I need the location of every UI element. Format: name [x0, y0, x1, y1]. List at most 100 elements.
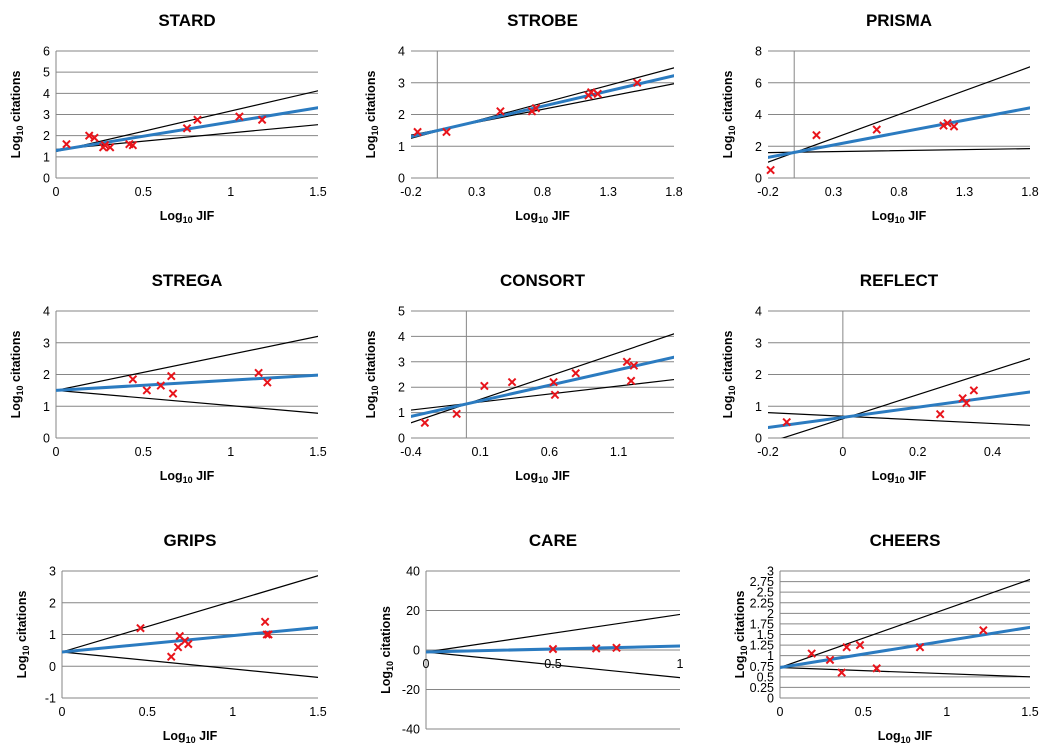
chart-title: GRIPS: [164, 531, 217, 550]
data-point: [128, 140, 138, 150]
x-axis-label: Log10 JIF: [160, 469, 215, 485]
data-point-stroke: [263, 378, 272, 387]
data-point-stroke: [812, 130, 821, 140]
x-tick-label: 0.5: [135, 445, 152, 459]
x-tick-label: 1.5: [309, 185, 326, 199]
data-point-stroke: [452, 409, 461, 419]
data-point: [420, 418, 430, 428]
y-tick-label: 0: [43, 172, 50, 186]
data-point-stroke: [626, 376, 636, 386]
data-point-stroke: [125, 139, 134, 149]
data-point-stroke: [128, 374, 138, 384]
x-tick-label: 0.5: [855, 705, 872, 719]
y-tick-label: 6: [755, 76, 762, 90]
x-tick-label: -0.4: [400, 445, 422, 459]
data-point-stroke: [235, 112, 244, 121]
x-tick-label: 0: [53, 185, 60, 199]
y-tick-label: 1: [398, 406, 405, 420]
y-tick-label: 2: [398, 381, 405, 395]
data-point-stroke: [168, 389, 178, 398]
data-point-stroke: [549, 377, 558, 387]
y-tick-label: 5: [398, 305, 405, 319]
y-tick-label: 2: [755, 140, 762, 154]
y-tick-label: -40: [402, 723, 420, 737]
data-point: [507, 377, 517, 387]
data-point-stroke: [166, 371, 176, 381]
x-axis-label: Log10 JIF: [878, 729, 933, 745]
data-point: [842, 642, 851, 652]
ci-lower-line: [780, 666, 1030, 678]
x-tick-label: 1.5: [1021, 705, 1038, 719]
y-tick-label: 4: [755, 108, 762, 122]
data-point: [264, 630, 273, 639]
data-point-stroke: [173, 642, 183, 652]
data-point-stroke: [629, 361, 639, 370]
fit-line: [411, 355, 674, 418]
data-point: [825, 655, 835, 665]
data-point: [235, 112, 244, 121]
data-point: [263, 378, 272, 387]
data-point: [105, 143, 115, 152]
fit-line: [56, 373, 318, 392]
data-point-stroke: [855, 640, 865, 650]
x-axis-label: Log10 JIF: [163, 729, 218, 745]
x-tick-label: 1.3: [600, 185, 617, 199]
chart-title: STARD: [158, 11, 215, 30]
x-tick-label: -0.2: [400, 185, 422, 199]
x-tick-label: 0.3: [825, 185, 842, 199]
y-tick-label: 2: [49, 596, 56, 610]
data-point: [855, 640, 865, 650]
y-axis-label: Log10 citations: [721, 331, 737, 419]
data-point-stroke: [632, 78, 642, 88]
y-tick-label: 1.5: [757, 628, 774, 642]
y-tick-label: 4: [755, 305, 762, 319]
y-tick-label: 3: [755, 336, 762, 350]
y-tick-label: 40: [406, 565, 420, 579]
ci-lower-line: [62, 651, 318, 678]
data-point-stroke: [915, 642, 925, 652]
data-point: [591, 644, 601, 653]
y-tick-label: 4: [398, 330, 405, 344]
data-point: [257, 115, 267, 125]
ci-upper-line: [56, 335, 318, 391]
y-axis-label: Log10 citations: [721, 71, 737, 159]
x-tick-label: 0.2: [909, 445, 926, 459]
y-tick-label: 8: [755, 45, 762, 59]
data-point-stroke: [939, 121, 948, 130]
data-point: [442, 127, 451, 137]
x-tick-label: 1: [229, 705, 236, 719]
y-tick-label: 5: [43, 66, 50, 80]
data-point-stroke: [260, 617, 270, 627]
data-point: [766, 165, 775, 175]
data-point-stroke: [782, 417, 792, 427]
y-tick-label: 2: [755, 368, 762, 382]
data-point-stroke: [935, 409, 945, 419]
data-point: [612, 643, 621, 653]
data-point-stroke: [962, 398, 971, 408]
data-point-stroke: [90, 133, 99, 143]
y-tick-label: 1: [767, 649, 774, 663]
y-tick-label: 4: [398, 45, 405, 59]
data-point: [128, 374, 138, 384]
y-tick-label: 3: [43, 108, 50, 122]
y-tick-label: 3: [767, 565, 774, 579]
y-tick-label: 3: [398, 76, 405, 90]
x-tick-label: 1.5: [309, 705, 326, 719]
data-point-stroke: [507, 377, 517, 387]
lines-group: [411, 333, 674, 424]
data-point-stroke: [100, 140, 110, 150]
data-point: [260, 617, 270, 627]
data-point-stroke: [943, 118, 952, 128]
data-point: [62, 139, 71, 149]
lines-group: [56, 335, 318, 414]
fit-line: [780, 625, 1030, 670]
data-point: [548, 644, 558, 654]
data-point: [593, 89, 603, 99]
data-point: [629, 361, 639, 370]
x-tick-label: 0.5: [139, 705, 156, 719]
data-point-stroke: [420, 418, 430, 428]
x-tick-label: 0: [839, 445, 846, 459]
y-tick-label: 1: [398, 140, 405, 154]
